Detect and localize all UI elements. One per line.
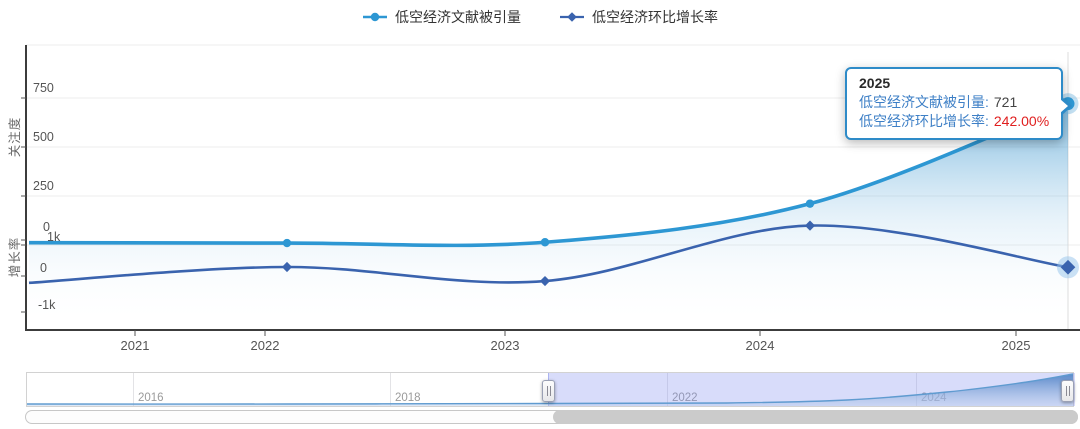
line-chart-plot[interactable] xyxy=(0,0,1080,365)
slider-gridline xyxy=(133,373,134,406)
slider-label-2022: 2022 xyxy=(672,392,698,404)
y-bottom-tick-1k: 1k xyxy=(47,230,61,244)
slider-gridline xyxy=(390,373,391,406)
legend-label-citations: 低空经济文献被引量 xyxy=(395,9,521,25)
legend-label-growth: 低空经济环比增长率 xyxy=(592,9,718,25)
legend: 低空经济文献被引量 低空经济环比增长率 xyxy=(0,7,1080,27)
y-bottom-tick-m1k: -1k xyxy=(38,298,56,312)
datazoom-slider[interactable]: 2016 2018 2022 2024 xyxy=(26,372,1075,407)
x-tick-2021: 2021 xyxy=(120,338,150,353)
series1-area xyxy=(29,103,1068,331)
tooltip-label-growth: 低空经济环比增长率: xyxy=(859,113,989,129)
y-axis-bottom-name: 增长率 xyxy=(8,236,22,278)
slider-right-handle[interactable] xyxy=(1061,380,1074,402)
legend-item-growth[interactable]: 低空经济环比增长率 xyxy=(559,7,718,27)
slider-left-handle[interactable] xyxy=(542,380,555,402)
y-top-tick-250: 250 xyxy=(33,179,54,193)
tooltip-label-citations: 低空经济文献被引量: xyxy=(859,94,989,110)
tooltip-value-citations: 721 xyxy=(993,94,1018,110)
series1-point[interactable] xyxy=(805,199,815,208)
slider-gridline xyxy=(667,373,668,406)
handle-grip-icon xyxy=(549,386,551,396)
x-tick-2022: 2022 xyxy=(250,338,280,353)
slider-label-2016: 2016 xyxy=(138,392,164,404)
series1-point[interactable] xyxy=(282,238,292,248)
line-circle-marker-icon xyxy=(363,12,387,22)
y-top-tick-500: 500 xyxy=(33,130,54,144)
tooltip-value-growth: 242.00% xyxy=(993,113,1050,129)
slider-series-preview xyxy=(27,373,1073,406)
slider-preview-line xyxy=(27,373,1073,405)
handle-grip-icon xyxy=(1065,386,1067,396)
x-tick-2023: 2023 xyxy=(490,338,520,353)
series1-point[interactable] xyxy=(540,238,550,247)
tooltip-row-growth: 低空经济环比增长率: 242.00% xyxy=(859,112,1049,131)
y-top-tick-750: 750 xyxy=(33,81,54,95)
line-diamond-marker-icon xyxy=(560,12,584,22)
y-top-tick-0: 0 xyxy=(43,220,50,234)
x-tick-2025: 2025 xyxy=(1001,338,1031,353)
tooltip: 2025 低空经济文献被引量: 721 低空经济环比增长率: 242.00% xyxy=(845,67,1073,140)
y-axis-top-name: 关注度 xyxy=(8,116,22,158)
slider-gridline xyxy=(916,373,917,406)
handle-grip-icon xyxy=(1068,386,1070,396)
slider-label-2018: 2018 xyxy=(395,392,421,404)
tooltip-row-citations: 低空经济文献被引量: 721 xyxy=(859,93,1049,112)
horizontal-scrollbar-thumb[interactable] xyxy=(553,410,1078,424)
handle-grip-icon xyxy=(546,386,548,396)
slider-preview-area xyxy=(27,374,1073,406)
y-bottom-tick-0: 0 xyxy=(40,261,47,275)
x-tick-2024: 2024 xyxy=(745,338,775,353)
tooltip-title: 2025 xyxy=(859,75,891,91)
legend-item-citations[interactable]: 低空经济文献被引量 xyxy=(362,7,521,27)
tooltip-arrow-fill-icon xyxy=(1060,99,1069,113)
